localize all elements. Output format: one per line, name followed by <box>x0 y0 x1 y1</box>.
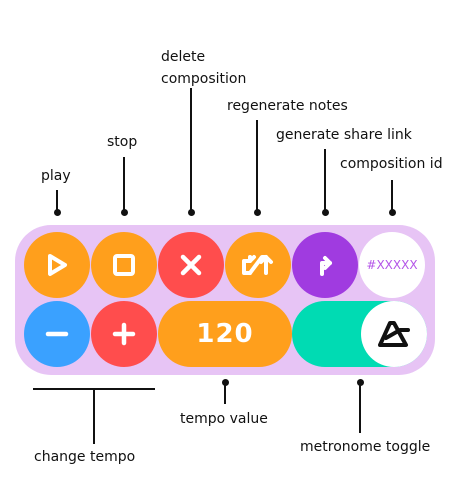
annotation-tempo-value: tempo value <box>180 411 268 427</box>
leader-dot-delete <box>188 209 195 216</box>
leader-dot-stop <box>121 209 128 216</box>
leader-dot-share <box>322 209 329 216</box>
play-button[interactable] <box>24 232 90 298</box>
increase-tempo-button[interactable] <box>91 301 157 367</box>
leader-dot-regenerate <box>254 209 261 216</box>
regenerate-notes-button[interactable] <box>225 232 291 298</box>
composition-id-badge[interactable]: #XXXXX <box>359 232 425 298</box>
generate-share-link-button[interactable] <box>292 232 358 298</box>
annotation-play: play <box>41 168 71 184</box>
metronome-icon <box>378 321 410 347</box>
decrease-tempo-button[interactable] <box>24 301 90 367</box>
leader-metronome <box>359 383 361 433</box>
leader-dot-metronome <box>357 379 364 386</box>
leader-dot-play <box>54 209 61 216</box>
leader-composition-id <box>391 180 393 211</box>
leader-dot-composition-id <box>389 209 396 216</box>
leader-change-tempo <box>93 389 95 444</box>
leader-stop <box>123 157 125 211</box>
leader-share <box>324 149 326 211</box>
play-icon <box>48 254 67 276</box>
metronome-toggle-knob[interactable] <box>361 301 427 367</box>
leader-tempo-value <box>224 383 226 404</box>
metronome-toggle[interactable] <box>292 301 427 367</box>
stop-icon <box>113 254 135 276</box>
annotation-delete-line1: delete <box>161 49 206 65</box>
annotation-change-tempo: change tempo <box>34 449 136 465</box>
leader-regenerate <box>256 120 258 211</box>
swap-arrows-icon <box>242 255 273 275</box>
minus-icon <box>45 331 69 337</box>
annotation-delete-composition: delete composition <box>161 48 246 88</box>
composition-id-text: #XXXXX <box>366 258 418 272</box>
annotation-composition-id: composition id <box>340 156 443 172</box>
stop-button[interactable] <box>91 232 157 298</box>
delete-composition-button[interactable] <box>158 232 224 298</box>
annotation-delete-line2: composition <box>161 71 247 87</box>
arrow-up-icon <box>320 256 332 276</box>
annotation-metronome-toggle: metronome toggle <box>300 439 431 455</box>
plus-icon <box>112 322 136 346</box>
annotation-regenerate-notes: regenerate notes <box>227 98 348 114</box>
tempo-value-display[interactable]: 120 <box>158 301 292 367</box>
annotation-stop: stop <box>107 134 138 150</box>
tempo-value: 120 <box>196 319 254 349</box>
close-icon <box>180 254 202 276</box>
leader-play <box>56 190 58 211</box>
annotation-generate-share-link: generate share link <box>276 127 412 143</box>
leader-dot-tempo-value <box>222 379 229 386</box>
leader-delete <box>190 88 192 211</box>
